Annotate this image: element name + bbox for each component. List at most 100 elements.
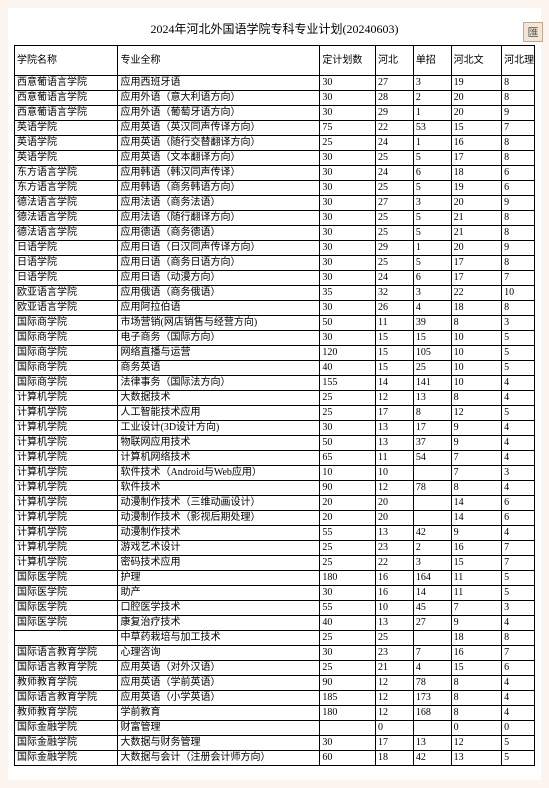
table-cell: 12 <box>375 691 413 706</box>
table-cell <box>413 631 451 646</box>
table-cell: 国际金融学院 <box>15 721 118 736</box>
table-cell: 9 <box>451 526 501 541</box>
table-cell: 8 <box>502 151 535 166</box>
table-row: 国际商学院法律事务（国际法方向）15514141104 <box>15 376 535 391</box>
table-cell: 应用西班牙语 <box>118 76 320 91</box>
export-icon[interactable]: 匯 <box>523 22 543 42</box>
table-cell: 15 <box>413 331 451 346</box>
table-cell: 18 <box>451 631 501 646</box>
table-cell: 4 <box>502 676 535 691</box>
table-cell: 30 <box>320 301 376 316</box>
table-cell: 10 <box>320 466 376 481</box>
table-cell: 19 <box>451 181 501 196</box>
table-cell: 50 <box>320 316 376 331</box>
table-row: 日语学院应用日语（日汉同声传译方向）30291209 <box>15 241 535 256</box>
table-cell: 5 <box>502 346 535 361</box>
table-body: 西意葡语言学院应用西班牙语30273198西意葡语言学院应用外语（意大利语方向）… <box>15 76 535 766</box>
table-cell: 法律事务（国际法方向） <box>118 376 320 391</box>
table-cell: 30 <box>320 226 376 241</box>
table-cell: 13 <box>375 616 413 631</box>
table-cell: 应用德语（商务德语） <box>118 226 320 241</box>
table-cell: 德法语言学院 <box>15 226 118 241</box>
table-cell: 20 <box>451 241 501 256</box>
table-cell: 游戏艺术设计 <box>118 541 320 556</box>
table-cell: 25 <box>320 136 376 151</box>
table-cell: 应用日语（日汉同声传译方向） <box>118 241 320 256</box>
table-cell: 50 <box>320 436 376 451</box>
table-cell: 12 <box>451 406 501 421</box>
table-row: 国际医学院助产301614115 <box>15 586 535 601</box>
table-cell: 国际语言教育学院 <box>15 646 118 661</box>
table-cell: 20 <box>375 496 413 511</box>
table-cell: 25 <box>320 391 376 406</box>
table-cell: 17 <box>375 406 413 421</box>
table-cell: 15 <box>375 346 413 361</box>
table-row: 国际医学院护理18016164115 <box>15 571 535 586</box>
table-row: 计算机学院动漫制作技术55134294 <box>15 526 535 541</box>
table-cell: 中草药栽培与加工技术 <box>118 631 320 646</box>
table-header-row: 学院名称 专业全称 定计划数 河北 单招 河北文 河北理 <box>15 46 535 76</box>
table-cell: 15 <box>451 556 501 571</box>
table-row: 计算机学院软件技术90127884 <box>15 481 535 496</box>
table-cell <box>413 466 451 481</box>
table-cell: 7 <box>502 271 535 286</box>
table-cell: 计算机学院 <box>15 391 118 406</box>
table-cell: 应用英语（随行交替翻译方向） <box>118 136 320 151</box>
table-cell: 7 <box>502 541 535 556</box>
table-cell: 国际语言教育学院 <box>15 691 118 706</box>
table-row: 英语学院应用英语（随行交替翻译方向）25241168 <box>15 136 535 151</box>
table-cell: 22 <box>451 286 501 301</box>
col-li: 河北理 <box>502 46 535 76</box>
table-cell: 16 <box>451 541 501 556</box>
table-cell: 网络直播与运营 <box>118 346 320 361</box>
table-cell: 78 <box>413 676 451 691</box>
table-cell: 心理咨询 <box>118 646 320 661</box>
table-cell: 应用韩语（商务韩语方向） <box>118 181 320 196</box>
table-cell: 7 <box>502 646 535 661</box>
table-cell: 4 <box>502 691 535 706</box>
table-cell: 日语学院 <box>15 256 118 271</box>
table-cell: 4 <box>502 481 535 496</box>
table-cell: 8 <box>451 316 501 331</box>
table-cell: 32 <box>375 286 413 301</box>
table-cell: 16 <box>375 571 413 586</box>
table-cell: 13 <box>451 751 501 766</box>
table-cell: 12 <box>375 391 413 406</box>
table-cell: 英语学院 <box>15 151 118 166</box>
table-cell: 35 <box>320 286 376 301</box>
table-cell: 30 <box>320 331 376 346</box>
table-cell: 173 <box>413 691 451 706</box>
col-hebei: 河北 <box>375 46 413 76</box>
table-cell: 1 <box>413 106 451 121</box>
table-cell: 141 <box>413 376 451 391</box>
table-cell: 应用法语（商务法语） <box>118 196 320 211</box>
table-cell: 25 <box>320 631 376 646</box>
table-cell: 英语学院 <box>15 121 118 136</box>
table-row: 计算机学院软件技术（Android与Web应用）101073 <box>15 466 535 481</box>
table-cell: 3 <box>502 601 535 616</box>
table-cell: 3 <box>413 286 451 301</box>
table-cell: 电子商务（国际方向） <box>118 331 320 346</box>
table-cell: 6 <box>502 181 535 196</box>
table-cell: 22 <box>375 121 413 136</box>
table-cell: 20 <box>451 106 501 121</box>
table-cell: 8 <box>451 676 501 691</box>
table-cell: 3 <box>413 196 451 211</box>
table-cell: 15 <box>375 361 413 376</box>
table-cell: 7 <box>451 451 501 466</box>
table-cell: 助产 <box>118 586 320 601</box>
table-cell: 教师教育学院 <box>15 706 118 721</box>
table-cell: 应用韩语（韩汉同声传译） <box>118 166 320 181</box>
table-cell: 17 <box>375 736 413 751</box>
table-row: 国际语言教育学院应用英语（小学英语）1851217384 <box>15 691 535 706</box>
table-cell: 8 <box>502 301 535 316</box>
table-cell: 计算机学院 <box>15 556 118 571</box>
table-cell: 26 <box>375 301 413 316</box>
table-cell: 财富管理 <box>118 721 320 736</box>
table-cell: 27 <box>413 616 451 631</box>
table-cell: 13 <box>375 526 413 541</box>
table-cell: 10 <box>451 346 501 361</box>
table-cell: 105 <box>413 346 451 361</box>
table-row: 西意葡语言学院应用外语（葡萄牙语方向）30291209 <box>15 106 535 121</box>
table-cell: 21 <box>375 661 413 676</box>
